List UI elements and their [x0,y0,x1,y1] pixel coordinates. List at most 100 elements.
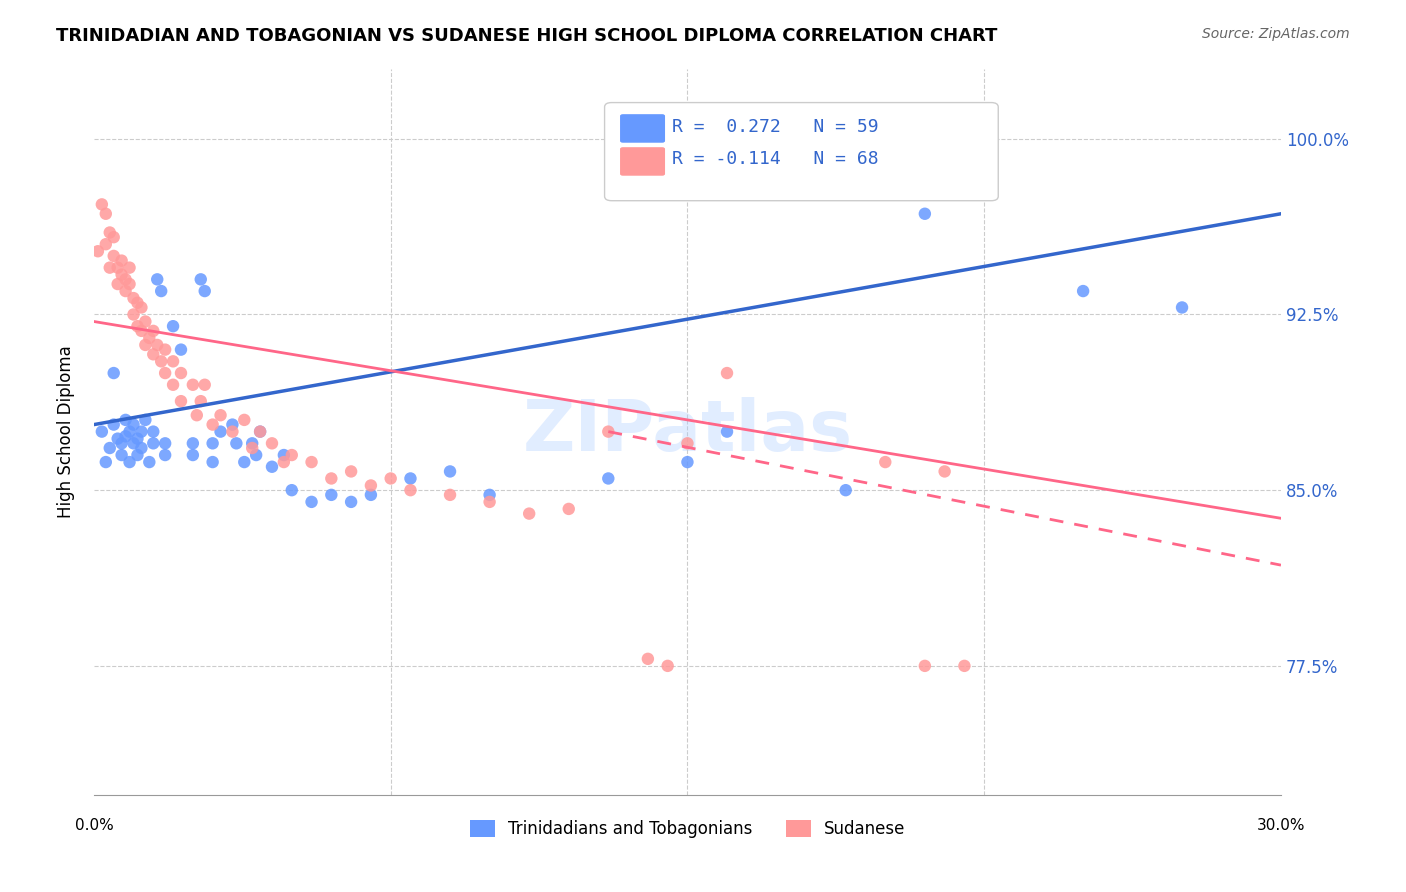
Text: R = -0.114   N = 68: R = -0.114 N = 68 [672,150,879,168]
Point [380,471,402,485]
Point [118,260,141,275]
Point [209,408,232,422]
Point [111,253,134,268]
Point [181,377,204,392]
Point [111,436,134,450]
Point [321,488,343,502]
Point [94,207,117,221]
Point [153,436,176,450]
Point [676,455,699,469]
Point [194,284,217,298]
Point [181,448,204,462]
Point [131,301,153,315]
Point [103,417,125,432]
Point [260,436,283,450]
Point [301,495,323,509]
Point [94,237,117,252]
Point [233,413,256,427]
Point [301,455,323,469]
Point [201,417,224,432]
Point [122,417,145,432]
Point [273,455,295,469]
Point [122,308,145,322]
Point [281,448,304,462]
Point [142,425,165,439]
Point [676,436,699,450]
Point [190,272,212,286]
Point [340,465,363,479]
Point [146,338,169,352]
Point [716,366,738,380]
Point [153,366,176,380]
Point [153,448,176,462]
Point [162,377,184,392]
Point [142,324,165,338]
Point [953,658,976,673]
Point [98,441,121,455]
Point [153,343,176,357]
Point [150,284,173,298]
Point [186,408,208,422]
Text: 30.0%: 30.0% [1257,818,1305,833]
Point [142,436,165,450]
Point [194,377,217,392]
Point [118,455,141,469]
Point [201,455,224,469]
Point [107,432,129,446]
Point [122,436,145,450]
Point [439,465,461,479]
Point [170,366,193,380]
Point [399,471,422,485]
Point [399,483,422,498]
Point [321,471,343,485]
Point [657,160,679,174]
Point [233,455,256,469]
Point [209,425,232,439]
Point [225,436,247,450]
Point [134,413,156,427]
Point [114,284,136,298]
Point [240,441,263,455]
Point [127,319,149,334]
Point [934,465,956,479]
Point [245,448,267,462]
Text: ZIPatlas: ZIPatlas [523,397,852,467]
Point [111,268,134,282]
Point [114,413,136,427]
Point [162,354,184,368]
Point [98,260,121,275]
Point [107,260,129,275]
Point [221,425,243,439]
Point [170,343,193,357]
Point [181,436,204,450]
Point [249,425,271,439]
Point [598,425,620,439]
Point [360,478,382,492]
Point [439,488,461,502]
Point [118,277,141,291]
Point [131,324,153,338]
Point [138,455,160,469]
Point [875,455,897,469]
Point [107,277,129,291]
Point [478,488,501,502]
Point [131,441,153,455]
Point [138,331,160,345]
Point [190,394,212,409]
Text: R =  0.272   N = 59: R = 0.272 N = 59 [672,118,879,136]
Point [360,488,382,502]
Point [914,658,936,673]
Point [122,291,145,305]
Point [170,394,193,409]
Point [150,354,173,368]
Point [103,366,125,380]
Point [131,425,153,439]
Point [98,226,121,240]
Point [657,658,679,673]
Point [240,436,263,450]
Point [103,230,125,244]
Point [103,249,125,263]
Point [558,502,581,516]
Point [249,425,271,439]
Point [127,448,149,462]
